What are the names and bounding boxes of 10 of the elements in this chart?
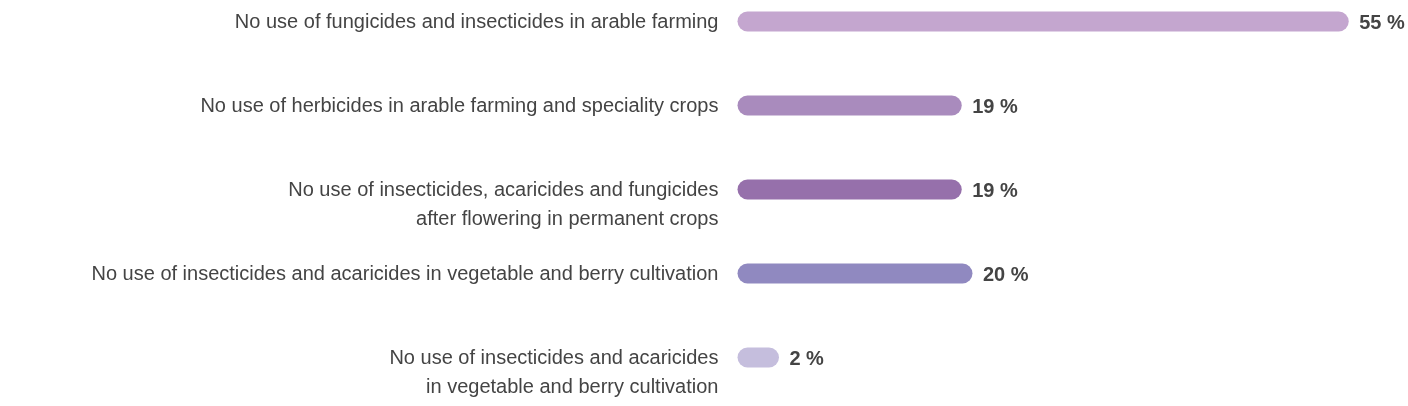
- data-label: 2 %: [789, 346, 825, 369]
- y-tick-label: No use of insecticides, acaricides and fungicides after flowering in permanent crops: [288, 177, 719, 230]
- data-label: 20 %: [982, 262, 1029, 285]
- y-tick-label: No use of insecticides and acaricides in vegetable and berry cultivation: [91, 261, 719, 284]
- y-tick-label: No use of insecticides and acaricides in vegetable and berry cultivation: [389, 345, 719, 398]
- data-label: 19 %: [972, 94, 1018, 117]
- data-label: 55 %: [1359, 10, 1405, 33]
- y-tick-label: No use of fungicides and insecticides in arable farming: [234, 9, 719, 32]
- y-tick-label: No use of herbicides in arable farming and speciality crops: [200, 93, 719, 116]
- data-label: 19 %: [972, 178, 1018, 201]
